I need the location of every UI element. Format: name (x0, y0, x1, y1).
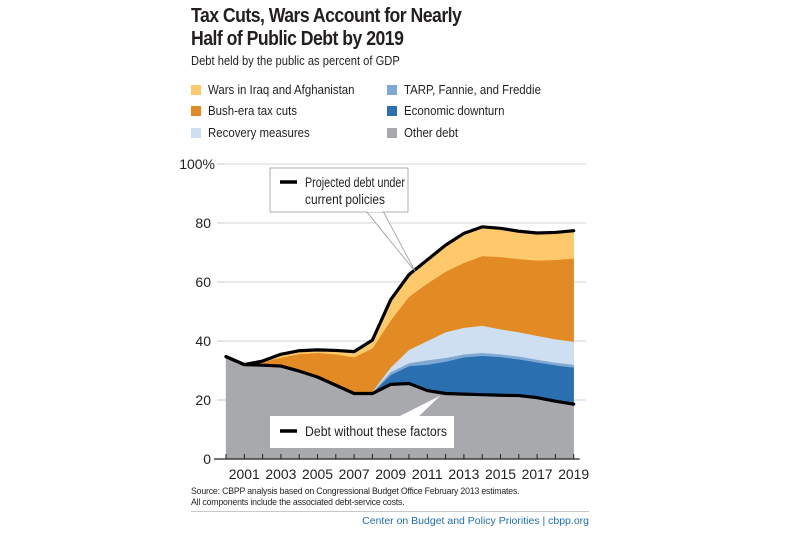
chart-title-line-1: Tax Cuts, Wars Account for Nearly (191, 4, 462, 27)
x-tick-label-2011: 2011 (412, 466, 443, 482)
chart-subtitle: Debt held by the public as percent of GD… (191, 53, 400, 68)
y-tick-label-40: 40 (195, 333, 211, 349)
x-tick-label-2015: 2015 (485, 466, 516, 482)
debt-lines (224, 225, 576, 406)
y-tick-label-80: 80 (195, 215, 211, 231)
chart-title: Tax Cuts, Wars Account for Nearly Half o… (191, 4, 552, 50)
callout-projected-text-2: current policies (305, 192, 385, 207)
x-tick-label-2005: 2005 (302, 466, 333, 482)
callout-projected-text-1: Projected debt under (305, 175, 405, 190)
x-tick-label-2001: 2001 (229, 466, 260, 482)
x-tick-label-2007: 2007 (339, 466, 370, 482)
legend-item-tarp: TARP, Fannie, and Freddie (387, 82, 560, 97)
y-tick-label-60: 60 (195, 274, 211, 290)
callout-projected-joint (367, 210, 382, 212)
legend-label-wars: Wars in Iraq and Afghanistan (208, 82, 355, 97)
legend-label-downturn: Economic downturn (404, 103, 505, 118)
legend-label-other: Other debt (404, 125, 459, 140)
callout-projected-debt: Projected debt under current policies (269, 167, 416, 272)
callout-projected-pointer (365, 210, 416, 272)
legend-item-other: Other debt (387, 125, 465, 140)
x-tick-label-2009: 2009 (375, 466, 406, 482)
x-tick-label-2017: 2017 (522, 466, 553, 482)
x-tick-label-2013: 2013 (448, 466, 479, 482)
source-note: Source: CBPP analysis based on Congressi… (191, 486, 520, 508)
line-base (224, 355, 576, 406)
x-axis: 2001 2003 2005 2007 2009 2011 2013 2015 2017 2019 (214, 454, 589, 482)
source-line-1: Source: CBPP analysis based on Congressi… (191, 486, 520, 497)
callout-projected-box (269, 167, 409, 213)
legend-item-wars: Wars in Iraq and Afghanistan (191, 82, 374, 97)
legend-item-tax: Bush-era tax cuts (191, 103, 309, 118)
callout-debt-without: Debt without these factors (270, 395, 454, 448)
x-tick-label-2019: 2019 (558, 466, 589, 482)
y-tick-label-0: 0 (203, 451, 211, 467)
y-tick-label-100: 100% (179, 156, 215, 172)
callout-without-box (270, 416, 454, 448)
legend: Wars in Iraq and Afghanistan TARP, Fanni… (191, 82, 611, 148)
legend-swatch-tarp (387, 84, 397, 95)
chart-title-line-2: Half of Public Debt by 2019 (191, 27, 404, 50)
source-line-2: All components include the associated de… (191, 497, 405, 508)
callout-without-text: Debt without these factors (305, 424, 447, 439)
legend-swatch-recovery (191, 127, 201, 138)
legend-swatch-other (387, 127, 397, 138)
callouts: Projected debt under current policies De… (269, 167, 454, 448)
legend-label-tax: Bush-era tax cuts (208, 103, 298, 118)
legend-swatch-wars (191, 84, 201, 95)
legend-label-tarp: TARP, Fannie, and Freddie (404, 82, 541, 97)
legend-item-recovery: Recovery measures (191, 125, 324, 140)
line-total (224, 225, 576, 367)
y-axis: 0 20 40 60 80 100% (179, 156, 224, 467)
legend-label-recovery: Recovery measures (208, 125, 310, 140)
y-tick-label-20: 20 (195, 392, 211, 408)
footer-divider (191, 511, 589, 512)
legend-item-downturn: Economic downturn (387, 103, 518, 118)
legend-swatch-downturn (387, 105, 397, 116)
credit-link[interactable]: Center on Budget and Policy Priorities |… (362, 515, 589, 527)
x-tick-label-2003: 2003 (265, 466, 296, 482)
legend-swatch-tax (191, 105, 201, 116)
callout-without-pointer (398, 395, 441, 417)
